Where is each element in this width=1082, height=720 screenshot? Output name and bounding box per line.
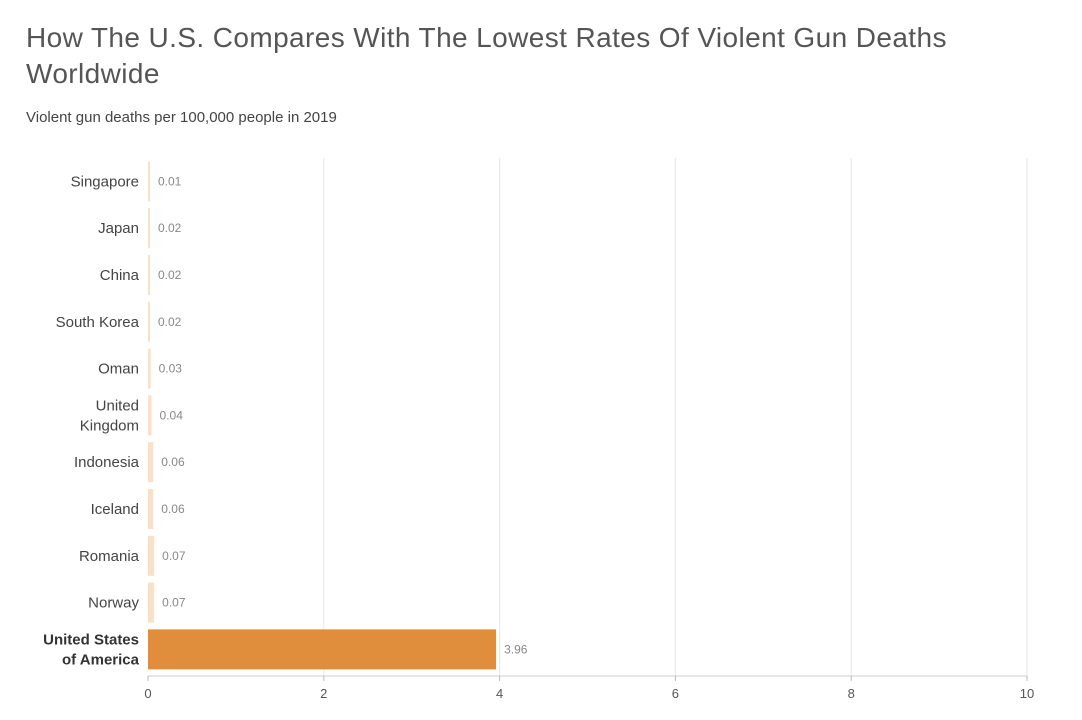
- value-label: 0.06: [161, 502, 185, 516]
- bar: [148, 629, 497, 670]
- category-label: China: [100, 267, 140, 284]
- value-label: 0.02: [158, 221, 182, 235]
- x-tick-label: 10: [1020, 686, 1034, 701]
- category-label-line: Norway: [88, 595, 139, 612]
- x-tick-label: 0: [144, 686, 151, 701]
- value-label: 0.04: [160, 408, 184, 422]
- x-tick-label: 6: [672, 686, 679, 701]
- value-label: 0.02: [158, 268, 182, 282]
- x-tick-label: 2: [320, 686, 327, 701]
- bar: [148, 301, 150, 342]
- category-label-line: Indonesia: [74, 454, 140, 471]
- value-label: 0.07: [162, 596, 186, 610]
- value-label: 0.02: [158, 315, 182, 329]
- value-label: 0.03: [159, 362, 183, 376]
- category-label: Singapore: [71, 173, 139, 190]
- category-label-line: South Korea: [56, 314, 140, 331]
- category-label: South Korea: [56, 314, 140, 331]
- category-label: Indonesia: [74, 454, 140, 471]
- bar: [148, 582, 155, 623]
- bar: [148, 535, 155, 576]
- bar: [148, 395, 152, 436]
- category-label-line: China: [100, 267, 140, 284]
- x-tick-label: 8: [848, 686, 855, 701]
- bar: [148, 489, 154, 529]
- bar: [148, 348, 151, 389]
- category-label-line: Kingdom: [80, 417, 139, 434]
- bar: [148, 442, 154, 483]
- category-label: United Kingdom: [80, 397, 139, 434]
- category-label: Romania: [79, 548, 140, 565]
- category-label-line: Japan: [98, 220, 139, 237]
- value-label: 0.06: [161, 455, 185, 469]
- value-label: 0.07: [162, 549, 186, 563]
- category-label-line: United States: [43, 631, 139, 648]
- x-tick-label: 4: [496, 686, 503, 701]
- category-label: Japan: [98, 220, 139, 237]
- bar: [148, 161, 150, 202]
- category-label-line: United: [96, 397, 139, 414]
- category-label: Iceland: [91, 501, 139, 518]
- category-label: Norway: [88, 595, 139, 612]
- category-label-line: Singapore: [71, 173, 139, 190]
- chart-title: How The U.S. Compares With The Lowest Ra…: [26, 22, 947, 89]
- bar: [148, 255, 150, 295]
- bar: [148, 208, 150, 249]
- category-label-line: Oman: [98, 361, 139, 378]
- value-label: 0.01: [158, 174, 182, 188]
- category-label-line: of America: [62, 651, 140, 668]
- value-label: 3.96: [504, 642, 528, 656]
- category-label-line: Iceland: [91, 501, 139, 518]
- category-label: Oman: [98, 361, 139, 378]
- category-label-line: Romania: [79, 548, 140, 565]
- chart-subtitle: Violent gun deaths per 100,000 people in…: [26, 109, 337, 126]
- category-label: United States of America: [43, 631, 140, 668]
